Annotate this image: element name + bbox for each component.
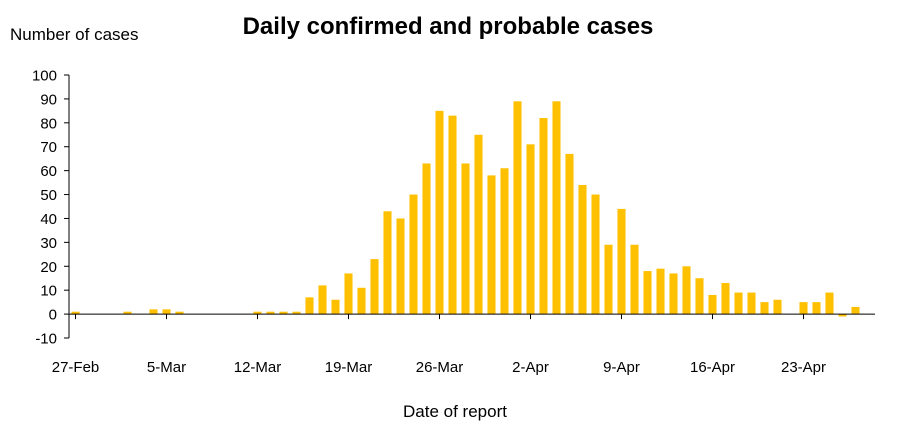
- bar-19-Mar: [344, 273, 353, 315]
- bar-11-Apr: [643, 271, 652, 315]
- bar-18-Apr: [734, 292, 743, 315]
- x-tick-label: 12-Mar: [234, 359, 282, 376]
- x-tick-label: 2-Apr: [512, 359, 549, 376]
- bar-21-Mar: [370, 259, 379, 315]
- bar-7-Apr: [591, 194, 600, 315]
- bar-14-Mar: [279, 311, 288, 315]
- y-tick-label: 100: [32, 68, 57, 85]
- bar-14-Apr: [682, 266, 691, 315]
- bar-30-Mar: [487, 175, 496, 315]
- bar-2-Apr: [526, 144, 535, 315]
- bar-12-Apr: [656, 268, 665, 315]
- bar-27-Apr: [851, 306, 860, 315]
- bar-17-Apr: [721, 283, 730, 315]
- bar-2-Mar: [123, 311, 132, 315]
- bar-13-Apr: [669, 273, 678, 315]
- bar-3-Apr: [539, 118, 548, 315]
- bar-27-Feb: [71, 311, 80, 315]
- axes: -10 0 10 20 30 40 50 60 70 80 90 100 27-Feb 5-Mar 12-M…: [32, 68, 875, 376]
- bar-24-Apr: [812, 302, 821, 315]
- bar-10-Apr: [630, 244, 639, 315]
- bar-25-Apr: [825, 292, 834, 315]
- bar-18-Mar: [331, 299, 340, 315]
- bar-20-Apr: [760, 302, 769, 315]
- y-tick-label: 40: [40, 211, 57, 228]
- y-tick-label: 90: [40, 91, 57, 108]
- y-tick-label: 30: [40, 235, 57, 252]
- bar-9-Apr: [617, 208, 626, 315]
- bar-21-Apr: [773, 299, 782, 315]
- bar-25-Mar: [422, 163, 431, 315]
- bar-26-Apr: [838, 314, 847, 317]
- y-axis-label: Number of cases: [10, 25, 139, 44]
- bar-5-Apr: [565, 153, 574, 315]
- bar-28-Mar: [461, 163, 470, 315]
- y-tick-label: 50: [40, 187, 57, 204]
- bar-31-Mar: [500, 168, 509, 315]
- chart-title: Daily confirmed and probable cases: [243, 13, 654, 40]
- bar-6-Apr: [578, 184, 587, 315]
- bar-23-Apr: [799, 302, 808, 315]
- bar-16-Mar: [305, 297, 314, 315]
- bar-19-Apr: [747, 292, 756, 315]
- x-tick-label: 27-Feb: [52, 359, 100, 376]
- bar-15-Mar: [292, 311, 301, 315]
- x-tick-label: 23-Apr: [781, 359, 826, 376]
- bar-13-Mar: [266, 311, 275, 315]
- x-tick-label: 19-Mar: [325, 359, 373, 376]
- bar-1-Apr: [513, 101, 522, 315]
- bar-8-Apr: [604, 244, 613, 315]
- y-tick-label: 0: [49, 307, 57, 324]
- x-axis-label: Date of report: [403, 402, 507, 421]
- x-tick-label: 5-Mar: [147, 359, 186, 376]
- bar-series: [71, 101, 860, 317]
- bar-17-Mar: [318, 285, 327, 315]
- y-tick-label: -10: [35, 331, 57, 348]
- x-tick-label: 26-Mar: [416, 359, 464, 376]
- bar-29-Mar: [474, 134, 483, 315]
- bar-16-Apr: [708, 294, 717, 315]
- bar-27-Mar: [448, 115, 457, 315]
- y-tick-label: 60: [40, 163, 57, 180]
- x-tick-label: 16-Apr: [690, 359, 735, 376]
- bar-20-Mar: [357, 287, 366, 315]
- y-tick-label: 80: [40, 115, 57, 132]
- bar-4-Mar: [149, 309, 158, 315]
- bar-12-Mar: [253, 311, 262, 315]
- x-tick-label: 9-Apr: [603, 359, 640, 376]
- y-tick-label: 20: [40, 259, 57, 276]
- bar-6-Mar: [175, 311, 184, 315]
- bar-26-Mar: [435, 110, 444, 315]
- bar-22-Mar: [383, 211, 392, 315]
- y-tick-label: 70: [40, 139, 57, 156]
- bar-4-Apr: [552, 101, 561, 315]
- bar-24-Mar: [409, 194, 418, 315]
- bar-23-Mar: [396, 218, 405, 315]
- bar-5-Mar: [162, 309, 171, 315]
- bar-15-Apr: [695, 278, 704, 315]
- y-tick-label: 10: [40, 283, 57, 300]
